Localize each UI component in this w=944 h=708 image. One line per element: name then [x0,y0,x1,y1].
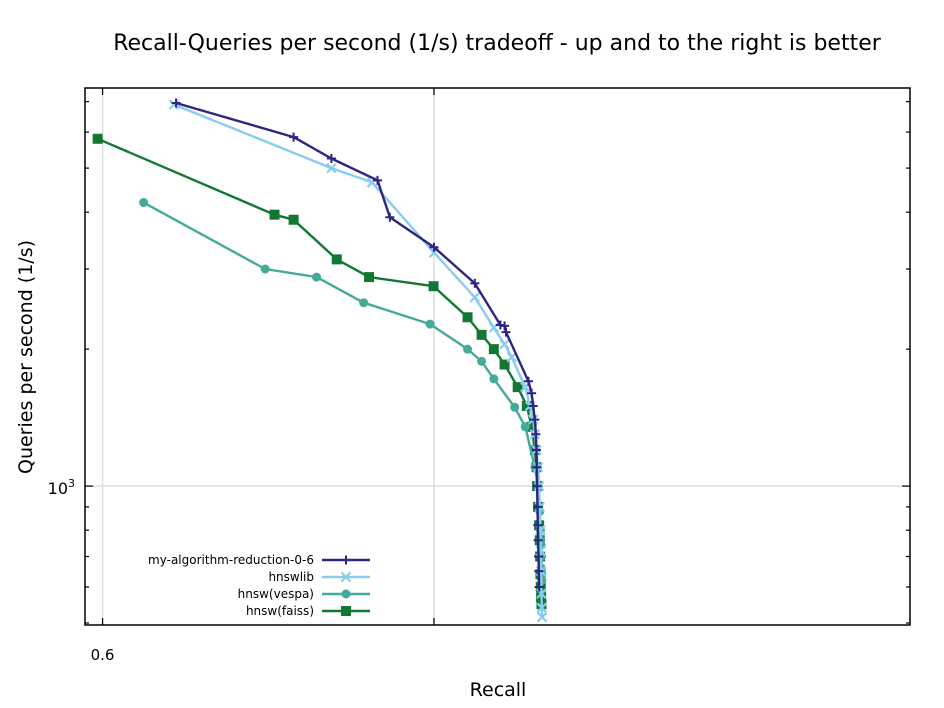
plot-frame [84,87,911,626]
series-line [97,137,543,605]
legend-label: hnswlib [268,570,314,584]
data-point [533,552,543,562]
legend-label: hnsw(vespa) [238,587,314,601]
series-line [173,103,544,618]
legend: my-algorithm-reduction-0-6 hnswlib hnsw(ve… [148,553,370,618]
data-point [499,338,510,350]
data-point [536,602,548,614]
legend-label: my-algorithm-reduction-0-6 [148,553,314,567]
data-point [521,400,532,411]
data-point [359,298,369,308]
y-tick-label: 103 [48,477,75,498]
data-point [476,329,487,340]
series-hnsw(faiss) [92,133,547,610]
data-point [533,535,543,545]
data-point [364,272,375,283]
data-point [341,606,351,616]
data-point [470,278,480,288]
data-point [520,422,530,432]
data-point [527,388,537,398]
tick-layer: 0.6 103 [48,88,910,664]
data-point [341,555,351,565]
data-point [532,502,542,512]
data-point [340,571,352,583]
data-point [534,566,544,576]
data-point [463,344,473,354]
data-point [171,98,181,108]
legend-label: hnsw(faiss) [246,604,314,618]
data-point [500,321,510,331]
data-point [288,214,299,225]
data-point [462,312,473,323]
series-hnsw(vespa) [139,198,547,586]
data-point [373,175,383,185]
data-point [526,421,537,432]
legend-item: hnswlib [268,570,370,584]
data-point [531,445,541,455]
data-point [488,344,499,355]
y-axis-label: Queries per second (1/s) [15,240,37,474]
data-point [523,376,533,386]
data-point [289,132,299,142]
data-point [532,481,542,491]
data-point [532,462,542,472]
data-point [533,520,543,530]
legend-item: hnsw(vespa) [238,587,370,601]
series-line [175,101,541,588]
series-line [143,201,543,581]
data-point [429,242,439,252]
data-point [531,429,541,439]
series-layer [92,98,548,623]
data-point [528,401,538,411]
data-point [428,281,439,292]
grid-layer [85,88,910,625]
data-point [341,589,351,599]
data-point [326,153,336,163]
data-point [312,272,322,282]
data-point [139,198,149,208]
data-point [534,582,544,592]
chart-title: Recall-Queries per second (1/s) tradeoff… [113,31,882,56]
data-point [326,162,337,174]
data-point [489,374,499,384]
data-point [512,382,523,393]
data-point [499,359,510,370]
data-point [501,327,511,337]
legend-item: my-algorithm-reduction-0-6 [148,553,370,567]
data-point [269,209,280,220]
data-point [469,292,481,303]
data-point [425,319,435,329]
data-point [477,356,487,366]
series-my-algorithm-reduction-0-6 [171,98,544,592]
data-point [385,212,395,222]
data-point [510,402,520,412]
data-point [506,351,518,363]
data-point [92,133,103,144]
data-point [530,415,540,425]
data-point [331,254,342,265]
legend-item: hnsw(faiss) [246,604,370,618]
x-axis-label: Recall [470,679,527,701]
data-point [260,264,270,274]
data-point [536,611,548,623]
x-tick-label: 0.6 [91,646,115,664]
series-hnswlib [168,99,548,623]
